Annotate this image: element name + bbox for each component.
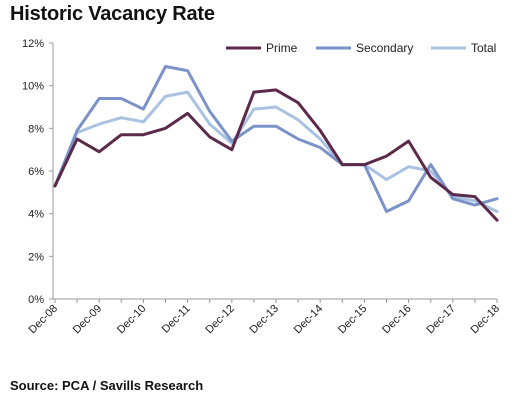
y-tick-label: 12% [22,38,44,50]
chart-series [53,65,499,222]
x-tick-label: Dec-15 [336,303,370,337]
x-tick-label: Dec-18 [469,303,503,337]
chart-title: Historic Vacancy Rate [10,3,215,25]
x-tick-label: Dec-09 [71,303,105,337]
y-tick-label: 0% [28,294,44,306]
y-tick-label: 6% [28,166,44,178]
series-line-total [53,90,499,213]
x-tick-label: Dec-17 [424,303,458,337]
legend-label-secondary: Secondary [356,41,413,55]
chart-axes: 0% 2% 4% 6% 8% 10% 12% Dec-08 Dec-09 Dec-10 Dec-11… [22,38,502,336]
x-tick-label: Dec-10 [115,303,149,337]
y-tick-label: 10% [22,81,44,93]
x-tick-label: Dec-11 [160,303,193,336]
source-note: Source: PCA / Savills Research [10,378,204,393]
series-line-prime [53,88,499,222]
chart-legend: Prime Secondary Total [226,41,496,55]
x-tick-label: Dec-13 [248,303,282,337]
series-line-secondary [53,65,499,213]
x-tick-label: Dec-12 [203,303,237,337]
legend-label-total: Total [471,41,496,55]
x-tick-label: Dec-16 [380,303,414,337]
y-tick-label: 8% [28,123,44,135]
y-tick-label: 2% [28,251,44,263]
x-tick-label: Dec-14 [292,303,326,337]
y-tick-label: 4% [28,209,44,221]
x-tick-label: Dec-08 [27,303,61,337]
legend-label-prime: Prime [266,41,298,55]
